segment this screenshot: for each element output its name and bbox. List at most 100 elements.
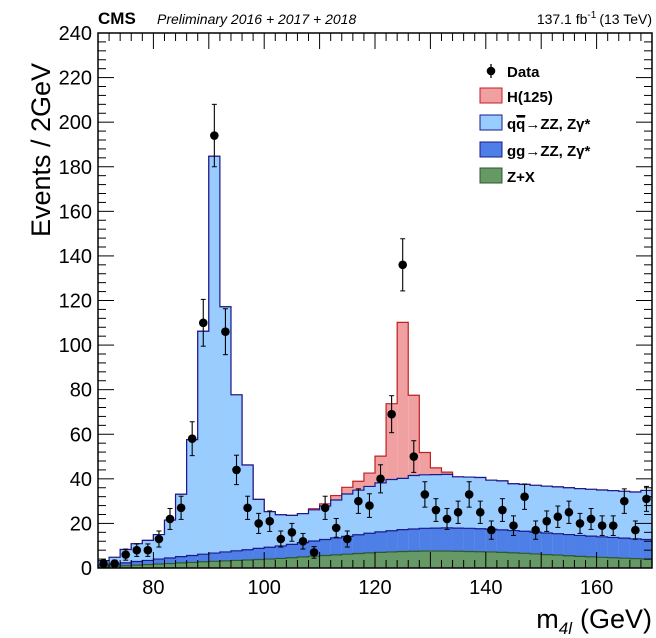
bar-zx: [607, 557, 619, 568]
bar-ggzz: [352, 534, 364, 568]
data-point: [431, 505, 441, 515]
bar-zx: [419, 551, 431, 568]
bar-ggzz: [519, 531, 531, 568]
series-zx: [98, 550, 652, 568]
data-point: [464, 490, 474, 499]
data-point: [265, 516, 275, 526]
data-point: [420, 490, 430, 499]
bar-ggzz: [253, 548, 265, 568]
data-point: [320, 503, 330, 513]
data-point: [531, 525, 540, 535]
bar-zx: [397, 551, 409, 568]
data-point: [287, 528, 297, 537]
bar-qqzz: [219, 306, 231, 568]
bar-ggzz: [618, 538, 630, 568]
subtitle-label: Preliminary 2016 + 2017 + 2018: [157, 11, 356, 27]
bar-zx: [164, 563, 176, 568]
bar-ggzz: [264, 547, 276, 568]
legend-ggzz-swatch: [479, 141, 503, 158]
y-tick-label: 200: [59, 112, 92, 134]
data-point: [143, 545, 153, 555]
bar-ggzz: [574, 535, 586, 568]
data-point: [165, 514, 175, 524]
y-tick-label: 60: [70, 424, 92, 446]
data-point: [564, 507, 574, 517]
bar-zx: [386, 551, 398, 568]
bar-ggzz: [219, 551, 231, 568]
bar-zx: [275, 558, 287, 568]
bar-zx: [286, 557, 298, 568]
bar-zx: [153, 563, 165, 568]
bar-ggzz: [596, 536, 608, 568]
data-point: [198, 318, 208, 328]
bar-ggzz: [530, 532, 542, 568]
data-point: [376, 474, 385, 484]
legend-data-marker: [486, 66, 496, 76]
data-point: [121, 550, 130, 559]
data-point: [442, 514, 452, 524]
bar-zx: [219, 560, 231, 568]
bar-zx: [264, 559, 276, 568]
bar-qqzz: [352, 490, 364, 568]
bar-ggzz: [441, 527, 453, 568]
bar-ggzz: [286, 544, 298, 568]
bar-ggzz: [640, 539, 652, 568]
bar-zx: [330, 554, 342, 568]
legend-item-qqzz: qq→ZZ, Zγ*: [479, 114, 591, 133]
bar-ggzz: [397, 529, 409, 568]
x-tick-label: 80: [142, 577, 164, 599]
data-point: [298, 536, 308, 546]
bar-ggzz: [186, 555, 198, 568]
legend-qqzz-qbar: q: [516, 116, 525, 133]
bar-qqzz: [208, 156, 220, 568]
bar-ggzz: [507, 530, 520, 568]
bar-ggzz: [341, 536, 353, 568]
data-point: [309, 548, 319, 557]
lumi-exponent: -1: [587, 10, 596, 21]
y-axis: 0 20 40 60 80 100 120 140 160 180 200 220 240: [59, 23, 652, 580]
bar-ggzz: [363, 533, 375, 568]
bar-ggzz: [496, 529, 508, 568]
x-tick-label: 100: [248, 577, 281, 599]
bar-zx: [496, 552, 508, 568]
data-point: [110, 559, 119, 568]
legend-higgs-label: H(125): [507, 89, 553, 106]
bar-zx: [308, 556, 320, 568]
bar-qqzz: [408, 475, 420, 568]
bar-ggzz: [607, 537, 619, 568]
bar-zx: [618, 558, 630, 568]
bar-zx: [297, 556, 309, 568]
bar-qqzz: [640, 490, 652, 568]
bar-qqzz: [463, 477, 475, 568]
bar-zx: [408, 551, 420, 568]
legend-zx-label: Z+X: [507, 169, 535, 186]
bar-zx: [519, 553, 531, 568]
lumi-energy: (13 TeV): [599, 11, 652, 27]
legend-qqzz-q: q: [507, 116, 516, 133]
bar-qqzz: [397, 478, 409, 568]
bar-zx: [375, 552, 387, 568]
data-point: [132, 545, 142, 555]
data-point: [99, 559, 108, 568]
bar-zx: [352, 553, 364, 568]
bar-qqzz: [419, 474, 431, 568]
bar-zx: [507, 552, 520, 568]
bar-ggzz: [452, 528, 464, 568]
bar-ggzz: [463, 528, 475, 568]
bar-ggzz: [197, 554, 209, 568]
data-point: [176, 503, 186, 513]
bar-ggzz: [563, 534, 575, 568]
bar-zx: [629, 558, 641, 568]
x-tick-label: 160: [580, 577, 613, 599]
bar-zx: [341, 554, 353, 568]
plot-frame: [97, 32, 653, 569]
y-tick-label: 0: [81, 558, 92, 580]
bar-qqzz: [363, 486, 375, 568]
legend-zx-swatch: [479, 167, 503, 184]
data-point: [498, 505, 507, 515]
data-point: [608, 521, 618, 530]
bar-ggzz: [297, 542, 309, 568]
bar-ggzz: [585, 536, 597, 568]
y-tick-label: 220: [59, 68, 92, 90]
